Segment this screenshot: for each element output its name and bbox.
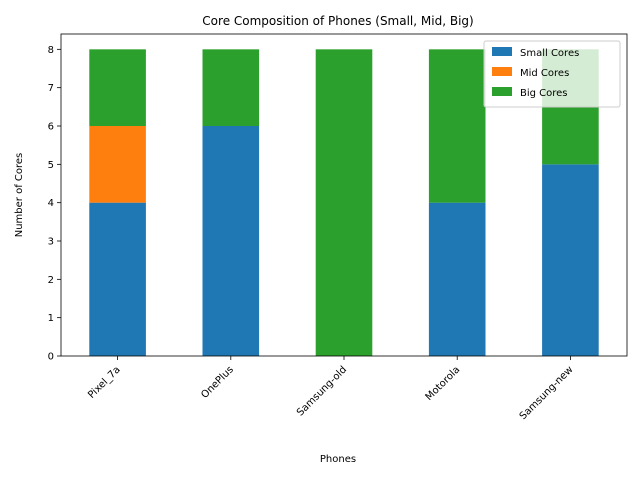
y-tick-label: 4	[48, 198, 54, 209]
bars-group	[89, 49, 599, 356]
bar-pixel_7a-mid-cores	[89, 126, 146, 203]
legend-label: Big Cores	[520, 88, 568, 99]
x-tick-label: Pixel_7a	[86, 364, 123, 401]
y-tick-label: 5	[48, 160, 54, 171]
legend-label: Small Cores	[520, 48, 579, 59]
x-tick-label: Motorola	[424, 364, 463, 403]
bar-oneplus-small-cores	[202, 126, 260, 356]
legend-swatch	[492, 67, 512, 76]
legend: Small Cores Mid Cores Big Cores	[483, 40, 621, 108]
bar-samsung-old-big-cores	[315, 49, 373, 356]
x-axis-ticks: Pixel_7a OnePlus Samsung-old Motorola Samsun…	[86, 356, 576, 422]
bar-samsung-new-small-cores	[542, 164, 599, 356]
y-tick-label: 8	[48, 45, 54, 56]
y-tick-label: 0	[48, 352, 54, 363]
legend-swatch	[492, 47, 512, 56]
bar-motorola-big-cores	[428, 49, 486, 203]
bar-pixel_7a-small-cores	[89, 202, 146, 356]
bar-pixel_7a-big-cores	[89, 49, 146, 127]
y-tick-label: 7	[48, 83, 54, 94]
legend-box	[483, 40, 621, 108]
y-axis-ticks: 0 1 2 3 4 5 6 7 8	[48, 45, 61, 363]
y-tick-label: 2	[48, 275, 54, 286]
plot-frame	[60, 33, 628, 357]
bar-motorola-small-cores	[428, 202, 486, 356]
x-tick-label: OnePlus	[199, 364, 236, 401]
legend-label: Mid Cores	[520, 68, 569, 79]
chart-title: Core Composition of Phones (Small, Mid, …	[202, 14, 473, 28]
bar-oneplus-big-cores	[202, 49, 260, 127]
x-tick-label: Samsung-new	[518, 364, 576, 422]
y-tick-label: 3	[48, 237, 54, 248]
y-tick-label: 1	[48, 313, 54, 324]
x-tick-label: Samsung-old	[295, 364, 349, 418]
y-axis-label: Number of Cores	[14, 153, 25, 238]
y-tick-label: 6	[48, 122, 54, 133]
legend-swatch	[492, 87, 512, 96]
x-axis-label: Phones	[320, 454, 356, 465]
